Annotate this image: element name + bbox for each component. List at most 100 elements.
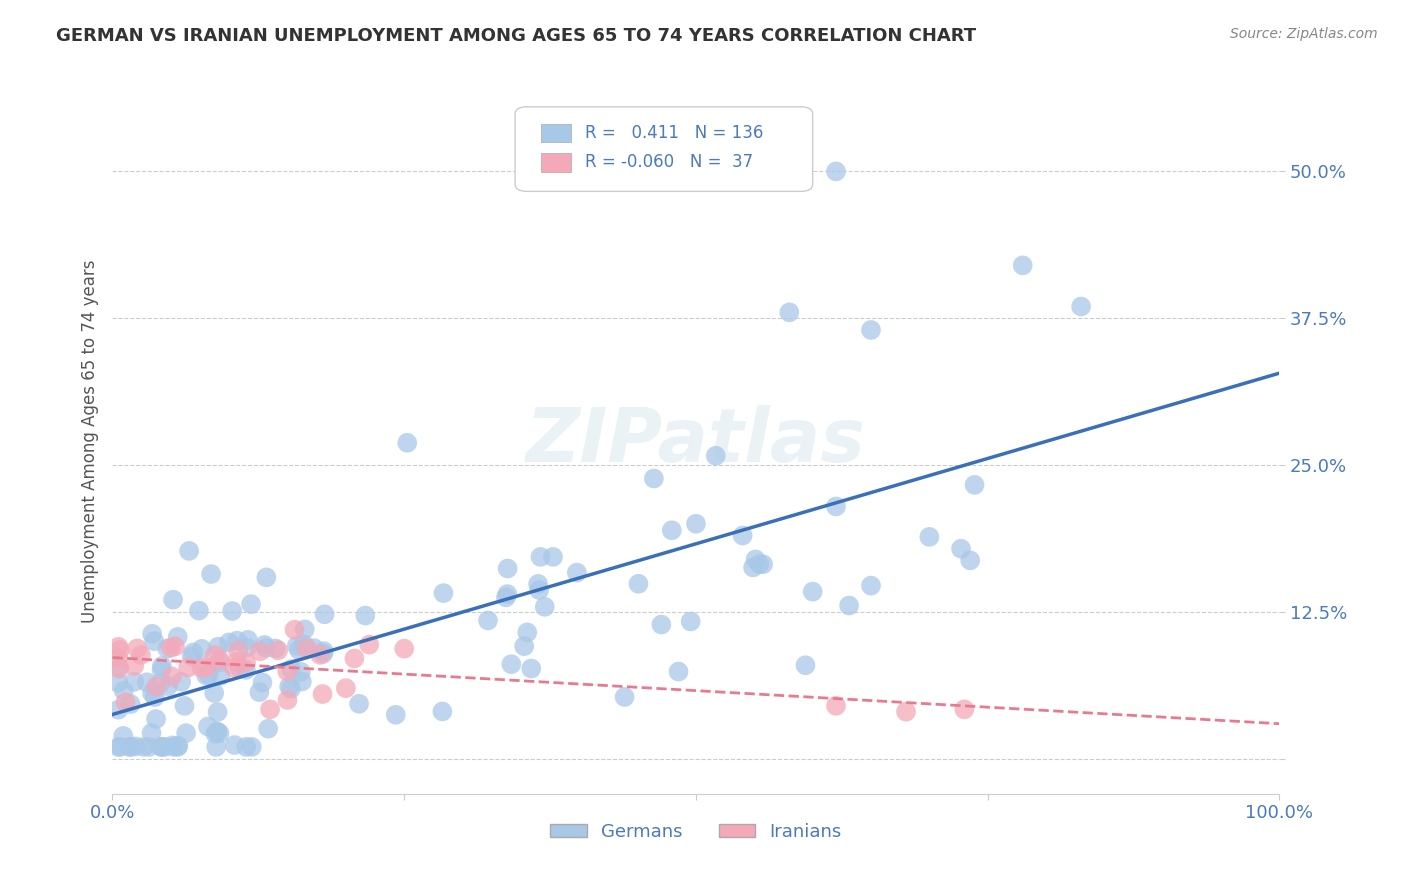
Point: [149, 676, 172, 690]
Point: [129, 648, 152, 662]
Point: [207, 705, 229, 719]
Point: [661, 523, 683, 537]
Point: [195, 660, 218, 674]
Point: [860, 579, 883, 593]
Point: [235, 739, 257, 754]
Legend: Germans, Iranians: Germans, Iranians: [543, 816, 849, 848]
Point: [533, 599, 555, 614]
Point: [153, 739, 176, 754]
Point: [679, 615, 702, 629]
Point: [254, 570, 277, 584]
Point: [291, 674, 314, 689]
Point: [685, 516, 707, 531]
Point: [731, 528, 754, 542]
Point: [204, 726, 226, 740]
Point: [354, 608, 377, 623]
Point: [108, 643, 131, 657]
Point: [668, 665, 690, 679]
Point: [162, 592, 184, 607]
Point: [191, 641, 214, 656]
Point: [294, 623, 316, 637]
Point: [200, 567, 222, 582]
Point: [112, 729, 135, 743]
Point: [643, 471, 665, 485]
Point: [107, 703, 129, 717]
Point: [276, 665, 298, 679]
Point: [135, 675, 157, 690]
Point: [208, 653, 231, 667]
Point: [359, 638, 381, 652]
Point: [825, 164, 848, 178]
Point: [235, 663, 257, 677]
Point: [527, 577, 550, 591]
Point: [208, 726, 231, 740]
Point: [236, 632, 259, 647]
Point: [173, 698, 195, 713]
Point: [224, 738, 246, 752]
Point: [218, 635, 240, 649]
Point: [107, 739, 129, 754]
Point: [224, 661, 246, 675]
Point: [253, 638, 276, 652]
Point: [335, 681, 357, 696]
Point: [252, 675, 274, 690]
Point: [177, 660, 200, 674]
Point: [120, 739, 142, 754]
Point: [513, 639, 536, 653]
Point: [650, 617, 672, 632]
Point: [278, 680, 301, 694]
Point: [347, 697, 370, 711]
Point: [143, 690, 166, 704]
Point: [150, 739, 173, 754]
Point: [280, 662, 302, 676]
Point: [163, 739, 186, 754]
Point: [501, 657, 523, 672]
Y-axis label: Unemployment Among Ages 65 to 74 years: Unemployment Among Ages 65 to 74 years: [80, 260, 98, 624]
Point: [295, 641, 318, 656]
Point: [141, 726, 163, 740]
Point: [288, 643, 311, 657]
Point: [838, 599, 860, 613]
Point: [226, 655, 249, 669]
Point: [190, 661, 212, 675]
Point: [141, 686, 163, 700]
Point: [127, 641, 149, 656]
Point: [267, 643, 290, 657]
Point: [963, 478, 986, 492]
Point: [107, 659, 129, 673]
Point: [312, 644, 335, 658]
Point: [108, 662, 131, 676]
Point: [311, 687, 333, 701]
Point: [179, 544, 201, 558]
Point: [180, 649, 202, 664]
Point: [254, 640, 277, 655]
Point: [565, 566, 588, 580]
Point: [207, 724, 229, 739]
Point: [141, 627, 163, 641]
Point: [107, 675, 129, 690]
Point: [801, 584, 824, 599]
Point: [283, 623, 305, 637]
Point: [529, 549, 551, 564]
Point: [228, 660, 250, 674]
Point: [226, 644, 249, 658]
Point: [108, 739, 131, 754]
Point: [240, 597, 263, 611]
Point: [953, 702, 976, 716]
Point: [226, 633, 249, 648]
Point: [825, 500, 848, 514]
Point: [209, 669, 232, 683]
Point: [162, 739, 184, 753]
Point: [527, 582, 550, 597]
Point: [107, 640, 129, 654]
Point: [124, 674, 146, 689]
Point: [312, 647, 335, 661]
Point: [166, 630, 188, 644]
Point: [748, 557, 770, 571]
Point: [150, 659, 173, 673]
Point: [205, 739, 228, 754]
Point: [742, 560, 765, 574]
Point: [195, 668, 218, 682]
Point: [627, 576, 650, 591]
Text: GERMAN VS IRANIAN UNEMPLOYMENT AMONG AGES 65 TO 74 YEARS CORRELATION CHART: GERMAN VS IRANIAN UNEMPLOYMENT AMONG AGE…: [56, 27, 976, 45]
